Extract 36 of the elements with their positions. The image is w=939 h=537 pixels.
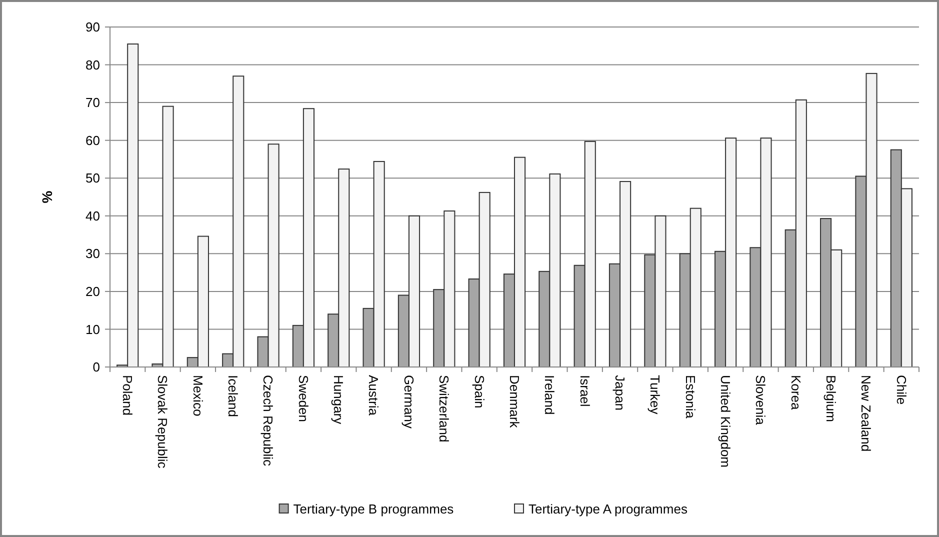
x-tick-label: Hungary <box>331 375 346 425</box>
x-tick-label: Japan <box>612 375 628 410</box>
x-tick-label: Chile <box>894 375 909 405</box>
x-tick-label: Israel <box>577 375 592 407</box>
x-tick-label: Denmark <box>506 375 522 428</box>
x-tick-label: Ireland <box>542 375 558 415</box>
x-tick-label: Switzerland <box>436 375 452 442</box>
x-tick-label: Iceland <box>226 375 241 417</box>
y-tick-label: 20 <box>86 284 100 299</box>
x-tick-label: Austria <box>366 375 382 416</box>
x-tick-label: Turkey <box>648 375 663 415</box>
x-tick-label: Germany <box>401 375 416 429</box>
x-tick-label: Spain <box>472 375 487 408</box>
x-tick-label: Poland <box>120 375 136 416</box>
x-tick-label: Mexico <box>190 375 206 416</box>
x-tick-label: New Zealand <box>858 375 874 452</box>
x-tick-label: United Kingdom <box>718 375 733 468</box>
y-tick-label: 10 <box>86 322 100 337</box>
y-tick-label: 40 <box>86 208 100 224</box>
x-tick-label: Estonia <box>682 375 698 420</box>
y-tick-label: 30 <box>86 246 100 262</box>
y-tick-label: 70 <box>86 95 100 110</box>
y-tick-label: 0 <box>92 360 100 375</box>
y-axis-title: % <box>39 190 55 204</box>
legend-label: Tertiary-type A programmes <box>528 502 688 517</box>
x-tick-label: Korea <box>788 375 804 410</box>
legend-label: Tertiary-type B programmes <box>293 502 454 517</box>
x-tick-label: Slovenia <box>753 375 768 426</box>
x-tick-label: Sweden <box>296 375 311 422</box>
x-tick-label: Belgium <box>824 375 839 422</box>
y-tick-label: 60 <box>86 132 100 148</box>
y-tick-label: 80 <box>86 57 100 72</box>
x-tick-label: Czech Republic <box>260 375 276 467</box>
x-tick-label: Slovak Republic <box>155 375 170 469</box>
y-tick-label: 90 <box>86 20 100 35</box>
y-tick-label: 50 <box>86 170 100 186</box>
